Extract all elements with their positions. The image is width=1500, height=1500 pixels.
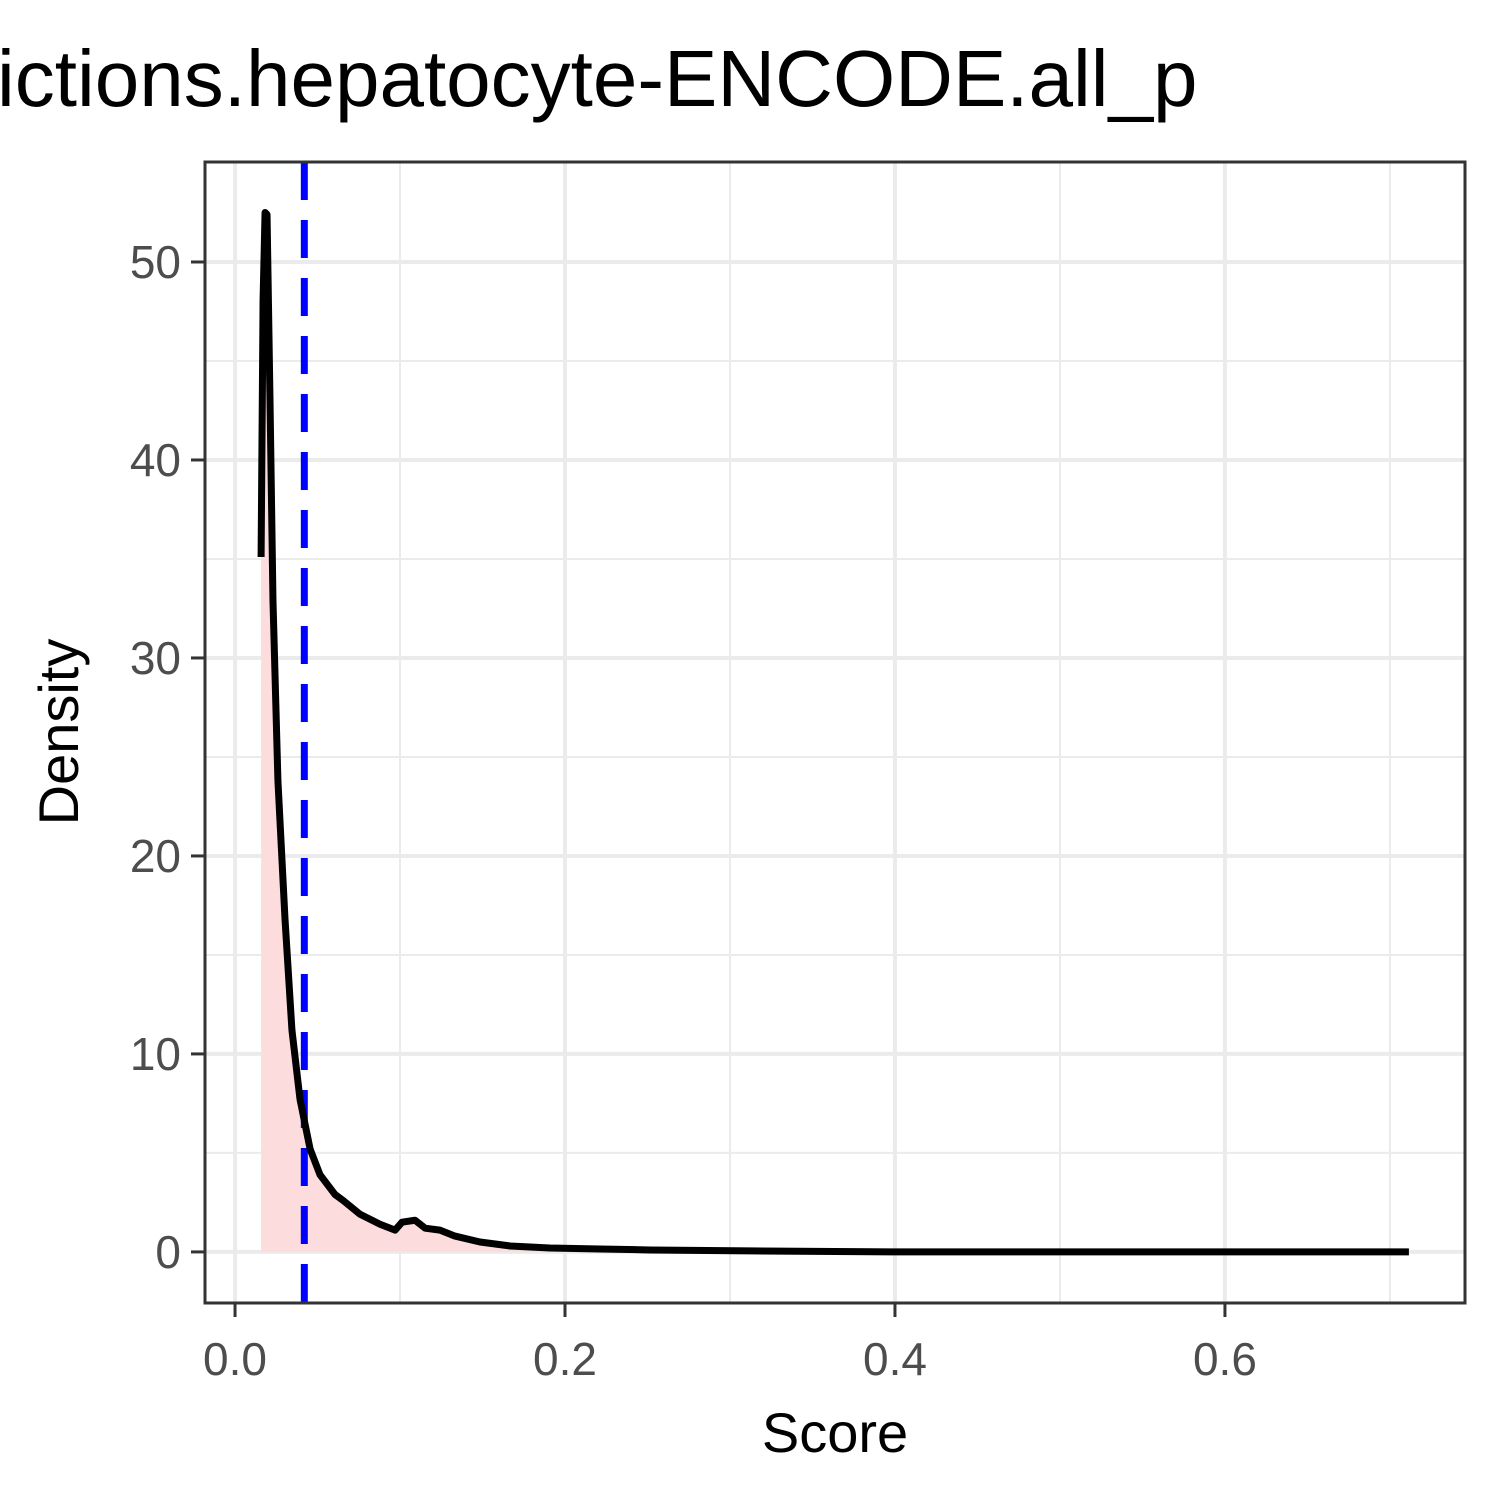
x-tick-label: 0.6 — [1193, 1333, 1257, 1385]
y-tick-label: 30 — [130, 632, 181, 684]
y-axis-title: Density — [27, 639, 90, 826]
y-tick-label: 50 — [130, 236, 181, 288]
y-tick-label: 20 — [130, 830, 181, 882]
y-tick-label: 10 — [130, 1028, 181, 1080]
density-line — [257, 208, 1409, 1256]
x-tick-label: 0.2 — [533, 1333, 597, 1385]
y-tick-label: 0 — [155, 1226, 181, 1278]
x-tick-label: 0.4 — [863, 1333, 927, 1385]
panel-border — [203, 160, 1467, 1305]
x-axis-title: Score — [762, 1401, 908, 1464]
chart-title: ictions.hepatocyte-ENCODE.all_p — [0, 34, 1198, 123]
y-tick-label: 40 — [130, 434, 181, 486]
x-tick-label: 0.0 — [203, 1333, 267, 1385]
